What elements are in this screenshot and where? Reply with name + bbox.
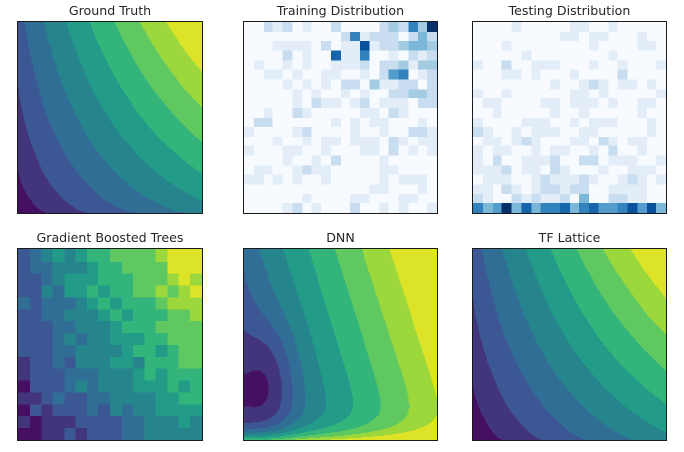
panel-ground-truth: Ground Truth <box>17 4 203 214</box>
panel-tf-lattice: TF Lattice <box>472 231 667 441</box>
plot-gradient-boosted-trees <box>18 249 202 440</box>
axes-training-distribution <box>243 21 438 214</box>
panel-title-training-distribution: Training Distribution <box>276 3 405 18</box>
panel-dnn: DNN <box>243 231 438 441</box>
panel-title-testing-distribution: Testing Distribution <box>508 3 631 18</box>
axes-dnn <box>243 248 438 441</box>
axes-testing-distribution <box>472 21 667 214</box>
axes-tf-lattice <box>472 248 667 441</box>
panel-gradient-boosted-trees: Gradient Boosted Trees <box>17 231 203 441</box>
axes-ground-truth <box>17 21 203 214</box>
panel-testing-distribution: Testing Distribution <box>472 4 667 214</box>
plot-testing-distribution <box>473 22 666 213</box>
plot-dnn <box>244 249 437 440</box>
axes-gradient-boosted-trees <box>17 248 203 441</box>
panel-training-distribution: Training Distribution <box>243 4 438 214</box>
panel-title-tf-lattice: TF Lattice <box>538 230 601 245</box>
panel-title-gradient-boosted-trees: Gradient Boosted Trees <box>36 230 184 245</box>
panel-title-ground-truth: Ground Truth <box>68 3 152 18</box>
plot-training-distribution <box>244 22 437 213</box>
panel-title-dnn: DNN <box>326 230 355 245</box>
plot-ground-truth <box>18 22 202 213</box>
plot-tf-lattice <box>473 249 666 440</box>
